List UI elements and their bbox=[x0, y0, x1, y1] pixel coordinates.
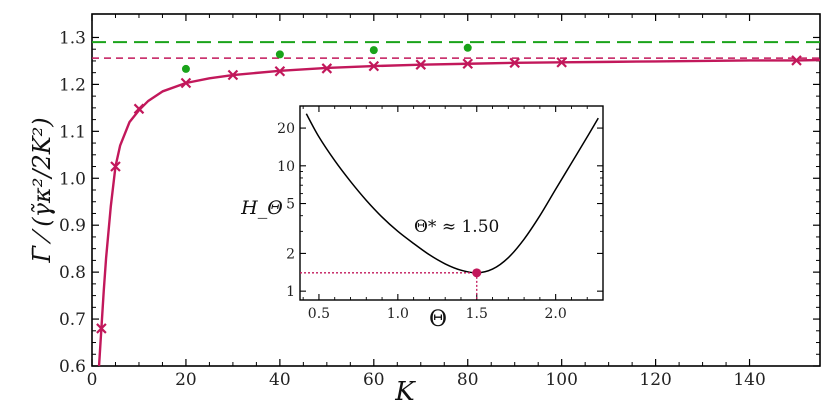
x-axis-label: K bbox=[394, 377, 416, 407]
y-tick-label: 1.0 bbox=[59, 169, 86, 189]
x-tick-label: 60 bbox=[363, 370, 385, 390]
inset-x-tick-label: 2.0 bbox=[545, 306, 567, 322]
inset-annotation: Θ* ≈ 1.50 bbox=[414, 217, 499, 237]
x-tick-label: 120 bbox=[639, 370, 671, 390]
x-tick-label: 40 bbox=[269, 370, 291, 390]
cross-point bbox=[227, 69, 239, 81]
y-tick-label: 1.3 bbox=[59, 28, 86, 48]
cross-stroke bbox=[556, 57, 567, 68]
cross-point bbox=[556, 57, 567, 68]
inset-background bbox=[299, 105, 604, 301]
cross-stroke bbox=[415, 59, 427, 70]
cross-stroke bbox=[96, 323, 107, 334]
green-point bbox=[463, 43, 472, 52]
cross-stroke bbox=[321, 63, 333, 74]
cross-point bbox=[368, 60, 380, 72]
green-point bbox=[181, 64, 190, 73]
x-tick-label: 100 bbox=[545, 370, 577, 390]
cross-point bbox=[180, 77, 192, 89]
cross-stroke bbox=[227, 69, 239, 81]
inset-y-tick-label: 10 bbox=[277, 159, 295, 175]
green-point bbox=[369, 46, 378, 55]
cross-point bbox=[321, 63, 333, 74]
cross-stroke bbox=[180, 77, 192, 89]
cross-point bbox=[133, 103, 145, 115]
cross-point bbox=[462, 58, 474, 70]
cross-stroke bbox=[791, 55, 802, 66]
cross-point bbox=[415, 59, 427, 70]
x-tick-label: 80 bbox=[457, 370, 479, 390]
inset-chart: 0.5 1.0 1.5 2.0 1 2 5 10 20 Θ* ≈ 1.50 Θ H_Θ bbox=[240, 105, 604, 332]
x-tick-label: 0 bbox=[87, 370, 98, 390]
inset-x-tick-label: 1.5 bbox=[466, 306, 488, 322]
x-tick-label: 20 bbox=[175, 370, 197, 390]
inset-y-axis-label: H_Θ bbox=[240, 197, 283, 219]
cross-stroke bbox=[509, 57, 520, 69]
inset-curve-line bbox=[305, 113, 599, 274]
inset-y-tick-label: 5 bbox=[286, 197, 295, 213]
inset-y-tick-label: 1 bbox=[286, 284, 295, 300]
cross-point bbox=[96, 323, 107, 334]
inset-x-tick-label: 1.0 bbox=[387, 306, 409, 322]
y-tick-label: 1.1 bbox=[59, 122, 86, 142]
cross-stroke bbox=[133, 103, 145, 115]
cross-stroke bbox=[110, 161, 121, 172]
y-tick-label: 1.2 bbox=[59, 75, 86, 95]
cross-point bbox=[274, 65, 286, 77]
inset-x-axis-label: Θ bbox=[429, 307, 447, 332]
cross-stroke bbox=[368, 60, 380, 72]
cross-stroke bbox=[274, 65, 286, 77]
y-tick-label: 0.7 bbox=[59, 310, 86, 330]
y-axis-label: Γ̄ ⁄ (γ̃κ²/2K²) bbox=[28, 117, 56, 263]
x-tick-label: 140 bbox=[733, 370, 765, 390]
y-tick-label: 0.6 bbox=[59, 357, 86, 377]
cross-point bbox=[110, 161, 121, 172]
cross-point bbox=[791, 55, 802, 66]
cross-stroke bbox=[462, 58, 474, 70]
y-tick-label: 0.8 bbox=[59, 263, 86, 283]
inset-x-tick-label: 0.5 bbox=[308, 306, 330, 322]
inset-y-tick-label: 2 bbox=[286, 246, 295, 262]
inset-minimum-point bbox=[472, 268, 482, 278]
y-tick-label: 0.9 bbox=[59, 216, 86, 236]
cross-point bbox=[509, 57, 520, 69]
inset-y-tick-label: 20 bbox=[277, 121, 295, 137]
green-point bbox=[275, 50, 284, 59]
